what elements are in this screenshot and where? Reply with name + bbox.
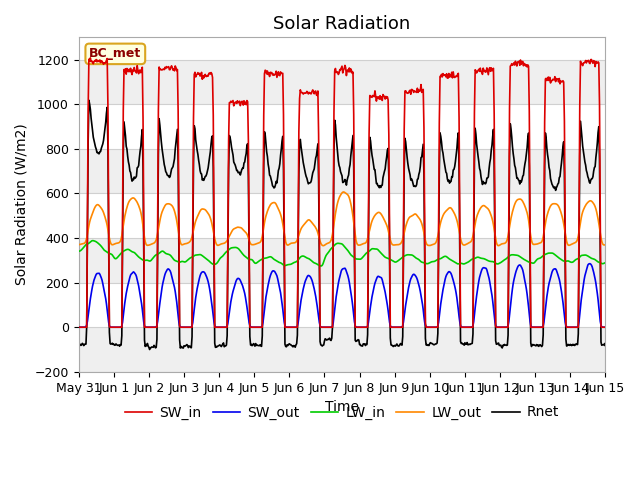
Bar bbox=[79, 149, 605, 193]
Rnet bbox=[75, 340, 83, 346]
SW_in bbox=[75, 324, 83, 330]
Rnet bbox=[438, 147, 446, 153]
SW_in bbox=[335, 72, 342, 77]
SW_out bbox=[602, 324, 609, 330]
SW_out bbox=[213, 324, 221, 330]
Rnet bbox=[146, 347, 154, 352]
SW_out bbox=[586, 261, 594, 266]
LW_out bbox=[602, 242, 609, 248]
LW_in bbox=[75, 248, 83, 254]
SW_in bbox=[191, 70, 199, 75]
LW_in bbox=[317, 263, 324, 269]
LW_in bbox=[89, 238, 97, 243]
Bar bbox=[79, 60, 605, 104]
LW_in bbox=[191, 252, 199, 258]
Line: Rnet: Rnet bbox=[79, 100, 605, 349]
LW_in bbox=[335, 240, 343, 246]
SW_out bbox=[75, 324, 83, 330]
Rnet bbox=[602, 343, 609, 348]
Bar bbox=[79, 238, 605, 283]
LW_out bbox=[555, 204, 563, 209]
LW_in bbox=[555, 255, 563, 261]
SW_out bbox=[190, 307, 198, 312]
LW_in bbox=[438, 255, 446, 261]
LW_in bbox=[602, 260, 609, 265]
Text: BC_met: BC_met bbox=[89, 48, 141, 60]
SW_in bbox=[86, 55, 94, 61]
Rnet bbox=[192, 137, 200, 143]
SW_in bbox=[214, 324, 221, 330]
X-axis label: Time: Time bbox=[325, 400, 359, 414]
SW_out bbox=[553, 269, 561, 275]
Line: LW_in: LW_in bbox=[79, 240, 605, 266]
Title: Solar Radiation: Solar Radiation bbox=[273, 15, 411, 33]
LW_out bbox=[190, 224, 198, 229]
Line: SW_in: SW_in bbox=[79, 58, 605, 327]
SW_in bbox=[438, 72, 445, 77]
Rnet bbox=[387, 335, 394, 341]
LW_out bbox=[335, 197, 342, 203]
SW_in bbox=[602, 324, 609, 330]
SW_in bbox=[386, 225, 394, 231]
Line: SW_out: SW_out bbox=[79, 264, 605, 327]
LW_out bbox=[340, 189, 348, 195]
SW_in bbox=[554, 76, 562, 82]
LW_in bbox=[387, 256, 394, 262]
Rnet bbox=[555, 180, 563, 186]
LW_in bbox=[214, 259, 221, 265]
LW_out bbox=[438, 215, 446, 220]
LW_out bbox=[319, 243, 327, 249]
Rnet bbox=[335, 163, 343, 168]
LW_out bbox=[213, 242, 221, 248]
LW_out bbox=[75, 242, 83, 248]
Line: LW_out: LW_out bbox=[79, 192, 605, 246]
SW_out bbox=[437, 301, 445, 307]
Rnet bbox=[85, 97, 93, 103]
Legend: SW_in, SW_out, LW_in, LW_out, Rnet: SW_in, SW_out, LW_in, LW_out, Rnet bbox=[119, 400, 565, 425]
LW_out bbox=[387, 237, 394, 243]
Bar bbox=[79, 327, 605, 372]
Y-axis label: Solar Radiation (W/m2): Solar Radiation (W/m2) bbox=[15, 124, 29, 286]
SW_out bbox=[334, 285, 342, 290]
SW_out bbox=[385, 314, 393, 320]
Rnet bbox=[214, 343, 222, 349]
